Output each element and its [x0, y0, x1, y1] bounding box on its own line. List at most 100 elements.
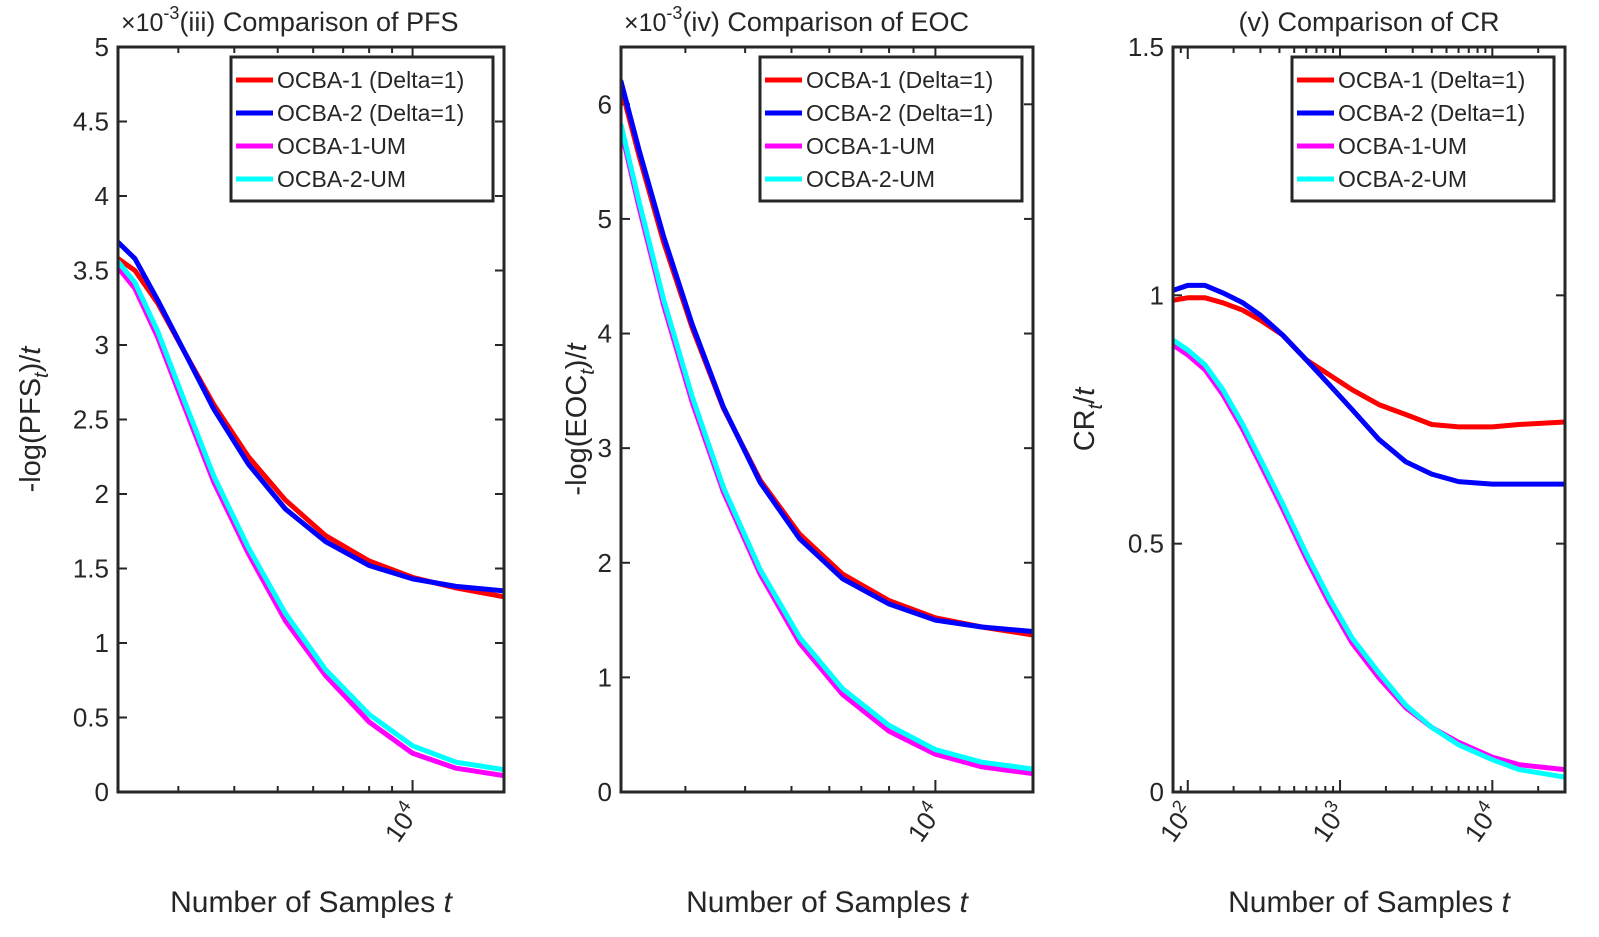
x-tick-base: 10: [379, 806, 420, 847]
exponent-power: -3: [666, 3, 682, 23]
y-label-subscript: t: [577, 368, 599, 375]
title-text: (iii) Comparison of PFS: [179, 7, 458, 37]
y-label-tail: )/: [15, 354, 47, 373]
x-label-main: Number of Samples: [686, 886, 959, 919]
y-tick-label: 1.5: [1128, 32, 1164, 62]
legend-label: OCBA-1-UM: [277, 133, 406, 159]
y-tick-label: 1: [95, 628, 109, 658]
exponent-power: -3: [163, 3, 179, 23]
series-line-3: [118, 265, 504, 779]
y-label-variable: t: [15, 345, 47, 355]
axes-box: [1171, 45, 1567, 794]
axes-box: [116, 45, 506, 794]
series-line-2: [1173, 282, 1565, 487]
panel-2: 0 1 2 3 4 5 6 104 OCBA-1 (Delta=1) OCBA-2 (Delta=…: [561, 3, 1035, 919]
x-axis-label: Number of Samples t: [686, 886, 969, 919]
y-label-main: CR: [1069, 409, 1101, 451]
y-tick-label: 0: [1150, 777, 1164, 807]
legend-label: OCBA-1 (Delta=1): [806, 67, 993, 93]
legend: OCBA-1 (Delta=1) OCBA-2 (Delta=1) OCBA-1-U…: [1290, 55, 1556, 203]
y-label-subscript: t: [31, 371, 53, 378]
title-text: (iv) Comparison of EOC: [682, 7, 969, 37]
y-tick-label: 2.5: [73, 405, 109, 435]
legend: OCBA-1 (Delta=1) OCBA-2 (Delta=1) OCBA-1-U…: [758, 55, 1024, 203]
x-label-variable: t: [444, 886, 454, 919]
legend-label: OCBA-2 (Delta=1): [1338, 100, 1525, 126]
exponent-multiplier: ×10: [121, 9, 163, 37]
legend-label: OCBA-1-UM: [806, 133, 935, 159]
axes-box: [619, 45, 1035, 794]
y-axis-label: CRt/t: [1069, 386, 1107, 452]
y-tick-label: 5: [598, 204, 612, 234]
y-tick-label: 3: [95, 330, 109, 360]
y-axis-label: -log(PFSt)/t: [15, 345, 53, 493]
series-line-4: [118, 259, 504, 773]
legend-box: [1290, 55, 1556, 203]
y-tick-label: 3: [598, 433, 612, 463]
y-tick-label: 0.5: [1128, 529, 1164, 559]
y-tick-label: 1: [598, 662, 612, 692]
chart-title: ×10-3(iv) Comparison of EOC: [624, 3, 969, 37]
panel-1: 0 0.5 1 1.5 2 2.5 3 3.5 4 4.5 5 104 OCBA-1 (Delta=1)…: [15, 3, 506, 919]
x-label-main: Number of Samples: [170, 886, 443, 919]
y-label-variable: t: [1069, 386, 1101, 396]
legend-label: OCBA-2-UM: [1338, 166, 1467, 192]
y-label-main: -log(EOC: [561, 375, 593, 496]
y-tick-label: 2: [598, 548, 612, 578]
series-line-1: [118, 256, 504, 600]
legend-label: OCBA-1 (Delta=1): [1338, 67, 1525, 93]
legend: OCBA-1 (Delta=1) OCBA-2 (Delta=1) OCBA-1-U…: [229, 55, 495, 203]
y-tick-label: 4: [598, 319, 612, 349]
x-axis-label: Number of Samples t: [1228, 886, 1511, 919]
series-line-2: [621, 78, 1033, 634]
series-line-4: [1173, 337, 1565, 780]
x-tick-label: 104: [376, 797, 425, 848]
series-line-1: [1173, 295, 1565, 430]
y-tick-label: 0: [95, 777, 109, 807]
exponent-multiplier: ×10: [624, 9, 666, 37]
x-tick-base: 10: [1154, 806, 1195, 847]
y-axis-label: -log(EOCt)/t: [561, 341, 599, 495]
x-label-variable: t: [1502, 886, 1512, 919]
y-tick-label: 2: [95, 479, 109, 509]
legend-label: OCBA-2 (Delta=1): [806, 100, 993, 126]
y-tick-label: 4.5: [73, 107, 109, 137]
x-tick-label: 104: [899, 797, 948, 848]
series-line-4: [621, 122, 1033, 772]
x-tick-label: 103: [1304, 797, 1353, 848]
y-tick-label: 4: [95, 181, 109, 211]
chart-title: (v) Comparison of CR: [1238, 7, 1499, 37]
legend-label: OCBA-2 (Delta=1): [277, 100, 464, 126]
chart-title: ×10-3(iii) Comparison of PFS: [121, 3, 459, 37]
x-label-variable: t: [960, 886, 970, 919]
title-text: (v) Comparison of CR: [1238, 7, 1499, 37]
legend-box: [758, 55, 1024, 203]
y-tick-label: 3.5: [73, 256, 109, 286]
x-tick-base: 10: [1306, 806, 1347, 847]
y-label-tail: /: [1069, 395, 1101, 404]
legend-label: OCBA-2-UM: [806, 166, 935, 192]
y-label-tail: )/: [561, 351, 593, 370]
series-line-3: [621, 127, 1033, 777]
y-tick-label: 6: [598, 89, 612, 119]
y-tick-label: 1: [1150, 280, 1164, 310]
legend-label: OCBA-2-UM: [277, 166, 406, 192]
y-label-main: -log(PFS: [15, 378, 47, 492]
y-tick-label: 0.5: [73, 703, 109, 733]
legend-box: [229, 55, 495, 203]
y-label-subscript: t: [1085, 402, 1107, 409]
legend-label: OCBA-1-UM: [1338, 133, 1467, 159]
x-label-main: Number of Samples: [1228, 886, 1501, 919]
legend-label: OCBA-1 (Delta=1): [277, 67, 464, 93]
x-tick-label: 104: [1456, 797, 1505, 848]
y-label-variable: t: [561, 341, 593, 351]
x-axis-label: Number of Samples t: [170, 886, 453, 919]
y-tick-label: 0: [598, 777, 612, 807]
y-tick-label: 5: [95, 32, 109, 62]
x-tick-base: 10: [901, 806, 942, 847]
series-line-2: [118, 239, 504, 594]
x-tick-base: 10: [1458, 806, 1499, 847]
y-tick-label: 1.5: [73, 554, 109, 584]
